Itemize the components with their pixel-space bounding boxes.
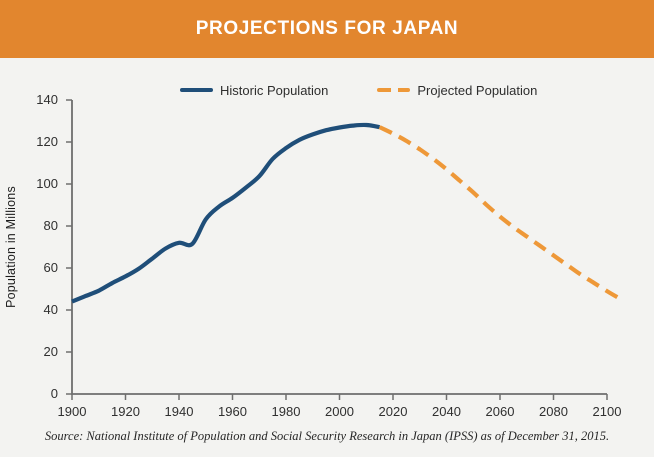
y-tick-label: 120 (36, 134, 58, 149)
x-tick-label: 2040 (432, 404, 461, 419)
x-tick-label: 1940 (164, 404, 194, 419)
y-tick-label: 80 (43, 218, 58, 233)
legend-item-projected: Projected Population (377, 83, 537, 98)
chart-legend: Historic Population Projected Population (180, 81, 537, 99)
x-tick-label: 1980 (271, 404, 301, 419)
projected-population-line (378, 125, 619, 300)
plot-area (66, 99, 619, 400)
x-tick-label: 2000 (325, 404, 354, 419)
historic-line-swatch (180, 87, 213, 93)
y-tick-label: 20 (43, 344, 58, 359)
legend-label-projected: Projected Population (417, 82, 538, 98)
y-tick-label: 0 (50, 386, 58, 401)
y-tick-label: 140 (36, 92, 58, 107)
projected-line-swatch (377, 87, 411, 93)
x-tick-label: 2020 (378, 404, 408, 419)
page-title: PROJECTIONS FOR JAPAN (195, 18, 459, 39)
y-tick-label: 100 (36, 176, 58, 191)
axes (71, 100, 607, 395)
legend-label-historic: Historic Population (220, 82, 329, 98)
legend-item-historic: Historic Population (180, 83, 328, 98)
x-tick-label: 2060 (485, 404, 515, 419)
source-note: Source: National Institute of Population… (44, 429, 610, 443)
x-tick-label: 1920 (111, 404, 140, 419)
x-tick-label: 2080 (539, 404, 568, 419)
x-tick-label: 2100 (592, 404, 622, 419)
y-tick-label: 60 (43, 260, 58, 275)
x-tick-label: 1900 (57, 404, 87, 419)
y-tick-label: 40 (43, 302, 58, 317)
header-band: PROJECTIONS FOR JAPAN (0, 0, 654, 58)
historic-population-line (71, 122, 380, 304)
x-tick-label: 1960 (218, 404, 247, 419)
